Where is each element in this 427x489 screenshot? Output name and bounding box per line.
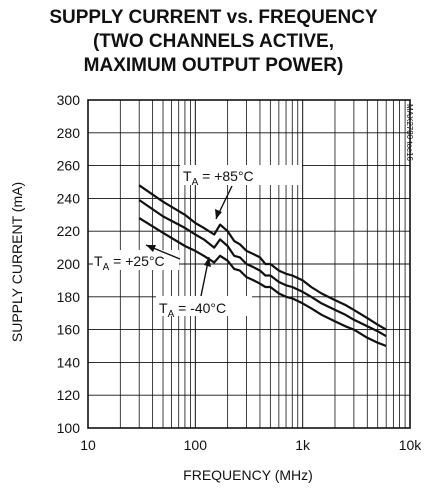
y-axis-label: SUPPLY CURRENT (mA) [9, 182, 25, 342]
x-tick-label: 10k [399, 437, 423, 453]
series-line-0 [138, 184, 387, 331]
series-lines [138, 184, 387, 348]
x-tick-label: 1k [295, 437, 311, 453]
chart-title-line-1: SUPPLY CURRENT vs. FREQUENCY [49, 7, 378, 28]
series-line-2 [138, 217, 387, 348]
plot-frame [87, 99, 411, 429]
chart-title-line-2: (TWO CHANNELS ACTIVE, [92, 31, 334, 52]
y-tick-label: 120 [57, 387, 81, 403]
annotation-85c: TA = +85°C [180, 165, 302, 220]
chart-title-line-3: MAXIMUM OUTPUT POWER) [83, 55, 344, 76]
y-tick-label: 260 [57, 158, 81, 174]
annotation-m40c: TA = -40°C [156, 256, 252, 320]
y-tick-label: 240 [57, 190, 81, 206]
y-tick-label: 200 [57, 256, 81, 272]
y-tick-label: 140 [57, 354, 81, 370]
x-tick-label: 100 [184, 437, 208, 453]
annotation-25c: TA = +25°C [93, 244, 181, 273]
x-tick-label: 10 [80, 437, 96, 453]
y-tick-label: 300 [57, 92, 81, 108]
watermark-text: MAX2780 toc16 [405, 104, 414, 161]
x-axis-label: FREQUENCY (MHz) [183, 467, 313, 483]
svg-text:TA = +85°C: TA = +85°C [183, 168, 254, 188]
y-tick-label: 280 [57, 125, 81, 141]
svg-text:TA = -40°C: TA = -40°C [159, 300, 226, 320]
y-tick-label: 220 [57, 223, 81, 239]
y-tick-label: 100 [57, 420, 81, 436]
svg-text:TA = +25°C: TA = +25°C [94, 253, 165, 273]
y-tick-label: 160 [57, 322, 81, 338]
series-line-1 [138, 199, 387, 338]
y-tick-label: 180 [57, 289, 81, 305]
